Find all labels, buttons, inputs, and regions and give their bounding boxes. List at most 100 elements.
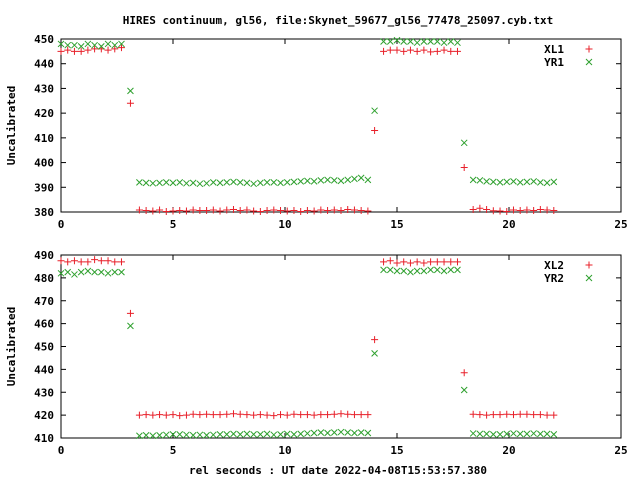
data-point	[483, 178, 490, 185]
data-point	[230, 178, 237, 186]
data-point	[447, 266, 455, 274]
data-point	[337, 177, 345, 185]
data-point	[344, 206, 352, 214]
y-tick-label: 490	[34, 249, 54, 262]
data-point	[483, 430, 490, 438]
y-tick-label: 470	[34, 295, 54, 308]
y-tick-label: 430	[34, 386, 54, 399]
data-point	[183, 179, 190, 187]
data-point	[344, 429, 352, 436]
data-point	[330, 206, 338, 214]
data-point	[97, 268, 105, 276]
data-point	[91, 41, 98, 49]
data-point	[203, 410, 211, 418]
data-point	[256, 208, 264, 216]
data-point	[351, 175, 358, 183]
data-point	[77, 43, 85, 50]
x-tick-label: 0	[58, 444, 65, 457]
data-point	[413, 267, 421, 275]
data-point	[270, 206, 278, 214]
data-point	[216, 430, 224, 438]
data-point	[263, 411, 271, 419]
data-point	[270, 178, 278, 186]
data-point	[364, 411, 372, 419]
data-point	[250, 180, 257, 188]
data-point	[371, 336, 379, 344]
data-point	[483, 206, 491, 214]
data-point	[523, 430, 531, 438]
data-point	[216, 179, 224, 187]
x-tick-label: 25	[614, 218, 627, 231]
data-point	[297, 178, 305, 185]
data-point	[149, 411, 157, 419]
data-point	[283, 178, 291, 186]
data-point	[440, 267, 448, 275]
data-point	[84, 40, 92, 48]
data-point	[176, 207, 184, 215]
data-point	[440, 258, 448, 266]
data-point	[236, 430, 244, 438]
data-point	[283, 430, 291, 438]
x-tick-label: 20	[502, 444, 515, 457]
data-point	[427, 258, 435, 266]
data-point	[386, 266, 394, 274]
data-point	[169, 179, 177, 187]
data-point	[420, 38, 428, 45]
data-point	[156, 411, 164, 419]
data-point	[413, 258, 421, 266]
data-point	[324, 176, 331, 184]
data-point	[386, 257, 394, 265]
data-point	[489, 207, 497, 215]
data-point	[550, 207, 558, 215]
data-point	[413, 47, 421, 55]
data-point	[496, 207, 504, 215]
legend-marker-xl2	[585, 261, 593, 269]
data-point	[71, 41, 78, 49]
data-point	[357, 429, 365, 436]
y-tick-label: 410	[34, 432, 54, 445]
data-point	[469, 206, 477, 214]
data-point	[357, 174, 365, 182]
data-point	[503, 410, 511, 418]
data-point	[136, 432, 143, 440]
data-point	[543, 411, 551, 419]
data-point	[169, 207, 177, 215]
data-point	[230, 430, 237, 438]
data-point	[447, 258, 455, 266]
y-tick-label: 440	[34, 58, 54, 71]
data-point	[91, 256, 99, 264]
data-point	[510, 430, 517, 437]
y-tick-label: 460	[34, 318, 54, 331]
data-point	[364, 207, 372, 215]
data-point	[156, 431, 163, 439]
data-point	[149, 179, 157, 187]
data-point	[400, 258, 408, 266]
data-point	[169, 430, 177, 438]
data-point	[283, 411, 291, 419]
legend-label-yr1: YR1	[544, 56, 564, 69]
data-point	[97, 43, 105, 50]
data-point	[330, 177, 338, 184]
data-point	[236, 410, 244, 418]
x-tick-label: 10	[278, 218, 291, 231]
data-point	[304, 430, 311, 437]
data-point	[182, 411, 190, 419]
data-point	[203, 431, 210, 439]
data-point	[469, 430, 477, 437]
data-point	[127, 87, 134, 95]
data-point	[447, 38, 455, 45]
data-point	[483, 411, 491, 419]
data-point	[530, 411, 538, 419]
data-point	[70, 257, 78, 265]
x-tick-label: 25	[614, 444, 627, 457]
y-axis-label: Uncalibrated	[5, 307, 18, 386]
data-point	[203, 179, 210, 187]
data-point	[317, 177, 325, 184]
data-point	[256, 411, 264, 419]
chart-title: HIRES continuum, gl56, file:Skynet_59677…	[123, 14, 553, 27]
legend-label-xl2: XL2	[544, 259, 564, 272]
data-point	[196, 411, 204, 419]
data-point	[209, 411, 217, 419]
data-point	[303, 411, 311, 419]
y-tick-label: 410	[34, 132, 54, 145]
